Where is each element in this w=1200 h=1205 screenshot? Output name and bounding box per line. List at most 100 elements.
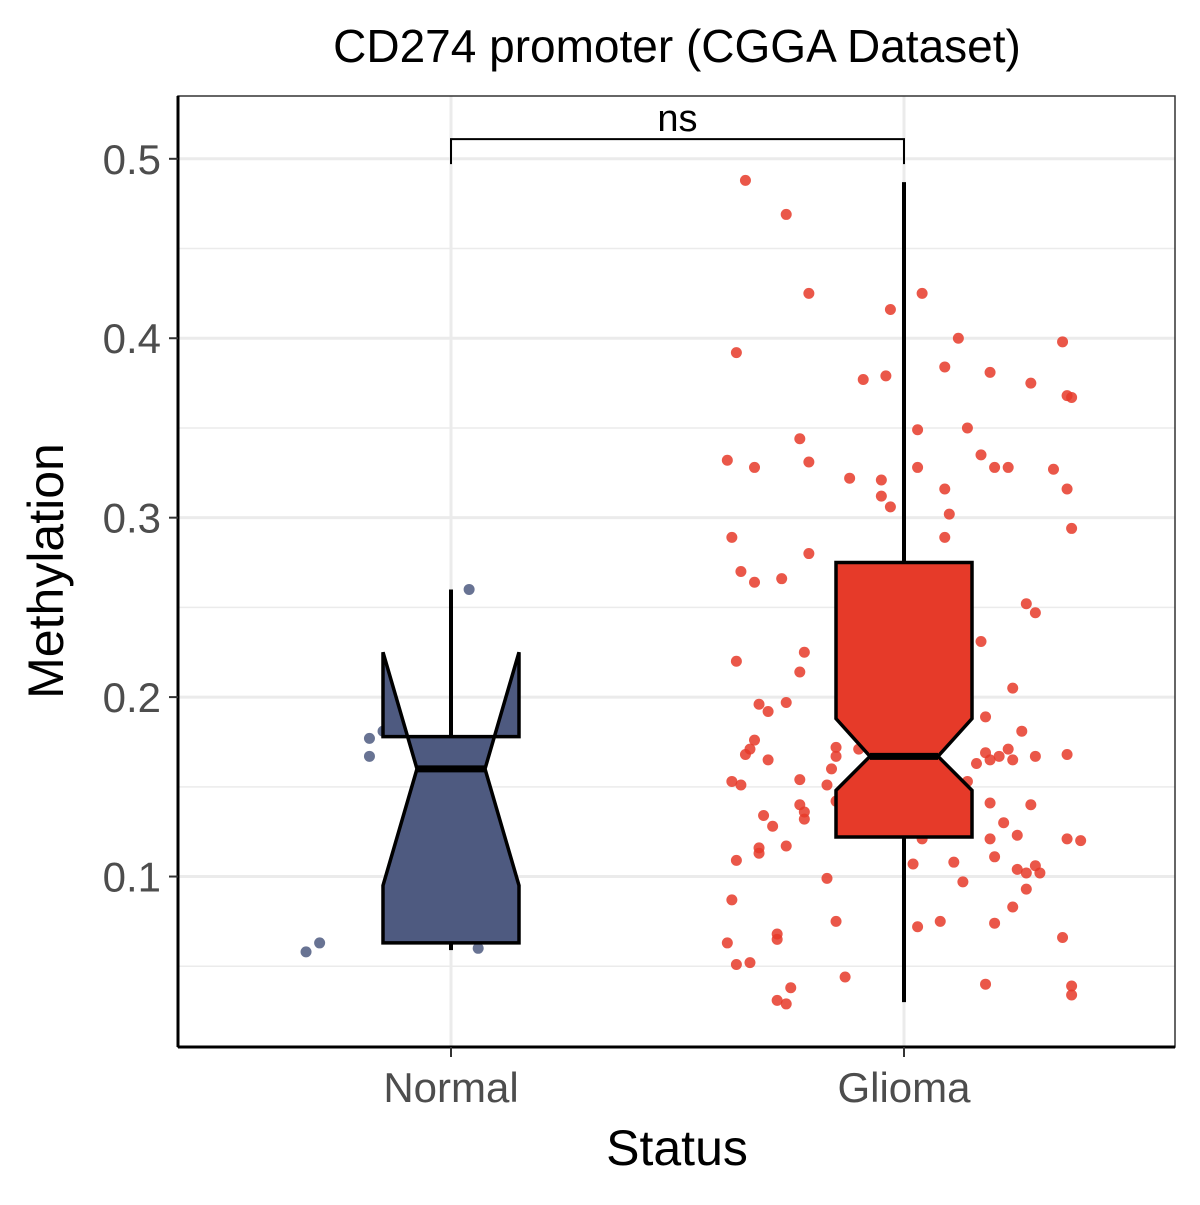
data-point-glioma (989, 461, 1001, 473)
axes: 0.1 0.2 0.3 0.4 0.5 Normal Glioma (103, 96, 1175, 1111)
data-point-glioma (730, 958, 742, 970)
data-point-glioma (912, 424, 924, 436)
data-point-glioma (1061, 749, 1073, 761)
data-point-glioma (798, 813, 810, 825)
data-point-glioma (912, 461, 924, 473)
data-point-glioma (1029, 750, 1041, 762)
data-point-glioma (780, 208, 792, 220)
data-point-glioma (1020, 867, 1032, 879)
data-point-glioma (957, 876, 969, 888)
data-point-glioma (993, 750, 1005, 762)
data-point-glioma (730, 655, 742, 667)
data-point-glioma (1061, 483, 1073, 495)
data-point-glioma (762, 754, 774, 766)
data-point-glioma (989, 917, 1001, 929)
data-point-glioma (1066, 989, 1078, 1001)
data-point-glioma (794, 666, 806, 678)
data-point-glioma (844, 472, 856, 484)
data-point-glioma (884, 304, 896, 316)
data-point-glioma (803, 456, 815, 468)
data-point-glioma (912, 921, 924, 933)
data-point-glioma (1066, 980, 1078, 992)
data-point-glioma (794, 774, 806, 786)
data-point-glioma (1075, 835, 1087, 847)
box-glioma (834, 560, 974, 839)
y-tick-label: 0.1 (103, 854, 161, 901)
data-point-glioma (753, 847, 765, 859)
data-point-glioma (970, 757, 982, 769)
data-point-glioma (1002, 743, 1014, 755)
data-point-glioma (916, 287, 928, 299)
data-point-glioma (753, 698, 765, 710)
box-normal (381, 651, 521, 945)
data-point-glioma (1057, 336, 1069, 348)
data-points (300, 174, 1087, 1010)
data-point-glioma (744, 957, 756, 969)
data-point-normal (363, 750, 375, 762)
data-point-glioma (907, 858, 919, 870)
data-point-normal (300, 946, 312, 958)
data-point-glioma (1007, 754, 1019, 766)
data-point-glioma (975, 635, 987, 647)
y-tick-label: 0.2 (103, 674, 161, 721)
y-tick-label: 0.4 (103, 315, 161, 362)
data-point-glioma (830, 741, 842, 753)
data-point-glioma (721, 454, 733, 466)
data-point-glioma (1011, 863, 1023, 875)
data-point-glioma (821, 779, 833, 791)
data-point-glioma (984, 754, 996, 766)
data-point-glioma (830, 915, 842, 927)
data-point-glioma (1025, 377, 1037, 389)
data-point-glioma (980, 978, 992, 990)
data-point-glioma (803, 287, 815, 299)
data-point-glioma (857, 374, 869, 386)
data-point-glioma (749, 461, 761, 473)
data-point-glioma (884, 501, 896, 513)
data-point-glioma (826, 763, 838, 775)
data-point-glioma (980, 711, 992, 723)
data-point-glioma (780, 840, 792, 852)
data-point-glioma (875, 490, 887, 502)
x-tick-label: Normal (383, 1064, 518, 1111)
data-point-normal (314, 937, 326, 949)
data-point-glioma (839, 971, 851, 983)
data-point-glioma (1066, 522, 1078, 534)
data-point-glioma (780, 998, 792, 1010)
significance-bracket: ns (450, 98, 905, 165)
data-point-glioma (939, 361, 951, 373)
data-point-glioma (989, 851, 1001, 863)
data-point-glioma (739, 749, 751, 761)
data-point-glioma (1034, 867, 1046, 879)
data-point-normal (472, 942, 484, 954)
data-point-glioma (726, 775, 738, 787)
data-point-glioma (1011, 829, 1023, 841)
data-point-glioma (803, 548, 815, 560)
chart-title: CD274 promoter (CGGA Dataset) (333, 20, 1021, 72)
data-point-glioma (975, 449, 987, 461)
y-tick-label: 0.3 (103, 495, 161, 542)
data-point-glioma (762, 705, 774, 717)
data-point-glioma (1007, 682, 1019, 694)
data-point-glioma (1007, 901, 1019, 913)
data-point-glioma (721, 937, 733, 949)
data-point-glioma (767, 820, 779, 832)
data-point-glioma (771, 994, 783, 1006)
boxes (381, 182, 974, 1003)
data-point-glioma (984, 833, 996, 845)
data-point-glioma (998, 817, 1010, 829)
data-point-glioma (735, 779, 747, 791)
data-point-glioma (758, 810, 770, 822)
data-point-normal (363, 732, 375, 744)
bracket-line (450, 138, 905, 165)
y-tick-label: 0.5 (103, 136, 161, 183)
data-point-glioma (780, 696, 792, 708)
data-point-glioma (1025, 799, 1037, 811)
data-point-glioma (1057, 932, 1069, 944)
data-point-glioma (798, 646, 810, 658)
data-point-glioma (739, 174, 751, 186)
data-point-glioma (1029, 607, 1041, 619)
data-point-normal (463, 583, 475, 595)
data-point-glioma (961, 422, 973, 434)
data-point-glioma (776, 573, 788, 585)
